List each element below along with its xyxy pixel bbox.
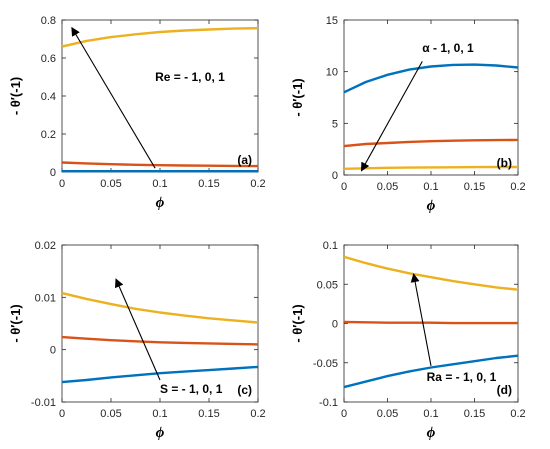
- y-axis-label-c: - θ′(-1): [8, 304, 23, 342]
- annotation-arrow-c: [115, 278, 161, 381]
- y-tick-label-a: 0.4: [41, 91, 56, 103]
- y-tick-label-a: 0.8: [41, 15, 56, 27]
- x-tick-label-d: 0: [341, 408, 347, 420]
- series-line-c-1: [61, 365, 259, 384]
- x-tick-label-a: 0.1: [152, 178, 167, 190]
- annotation-arrow-b: [360, 61, 423, 172]
- series-line-b-2: [343, 138, 519, 148]
- x-tick-label-c: 0: [59, 408, 65, 420]
- x-tick-label-a: 0: [59, 178, 65, 190]
- series-line-d-2: [343, 320, 518, 325]
- x-axis-label-c: ϕ: [156, 425, 165, 441]
- x-axis-label-a: ϕ: [156, 195, 165, 211]
- x-tick-label-b: 0.2: [510, 181, 525, 193]
- x-tick-label-c: 0.2: [250, 408, 265, 420]
- x-tick-label-d: 0.1: [423, 408, 438, 420]
- y-tick-label-a: 0.2: [41, 129, 56, 141]
- x-axis-label-d: ϕ: [427, 425, 436, 441]
- panel-a: 0 0.05 0.1 0.15 0.2 0 0.2 0.4 0.6 0.8 ϕ - θ′(-1) Re …: [8, 15, 266, 211]
- y-tick-label-b: 10: [326, 67, 338, 79]
- annotation-arrow-d: [410, 273, 432, 366]
- x-axis-label-b: ϕ: [427, 198, 436, 214]
- panel-label-a: (a): [237, 153, 252, 167]
- y-tick-label-d: 0.05: [317, 279, 338, 291]
- x-tick-label-c: 0.1: [152, 408, 167, 420]
- x-tick-label-a: 0.15: [198, 178, 219, 190]
- series-line-d-1: [343, 354, 519, 389]
- panel-label-c: (c): [237, 383, 252, 397]
- y-tick-label-c: 0.02: [35, 240, 56, 252]
- series-line-b-3: [343, 165, 518, 170]
- x-tick-label-c: 0.15: [198, 408, 219, 420]
- panel-label-b: (b): [497, 156, 512, 170]
- series-line-c-2: [61, 335, 259, 346]
- x-tick-label-b: 0.05: [377, 181, 398, 193]
- series-line-c-3: [61, 291, 259, 324]
- y-tick-label-c: -0.01: [31, 397, 56, 409]
- series-line-d-3: [343, 255, 519, 291]
- y-tick-label-d: 0: [332, 319, 338, 331]
- y-tick-label-d: 0.1: [323, 240, 338, 252]
- y-tick-label-d: -0.05: [313, 358, 338, 370]
- panel-label-d: (d): [497, 383, 512, 397]
- series-line-a-2: [61, 161, 259, 168]
- y-tick-label-b: 5: [332, 118, 338, 130]
- annotation-label-b: α - 1, 0, 1: [422, 41, 474, 55]
- series-line-b-1: [343, 63, 519, 94]
- x-tick-label-b: 0.1: [423, 181, 438, 193]
- annotation-label-a: Re = - 1, 0, 1: [155, 70, 225, 84]
- x-tick-label-b: 0: [341, 181, 347, 193]
- y-axis-label-b: - θ′(-1): [290, 78, 305, 116]
- x-tick-label-d: 0.15: [464, 408, 485, 420]
- plot-area-a: [61, 19, 259, 173]
- y-axis-label-a: - θ′(-1): [8, 77, 23, 115]
- y-tick-label-d: -0.1: [319, 397, 338, 409]
- plot-area-c: [61, 244, 259, 403]
- x-tick-label-a: 0.05: [100, 178, 121, 190]
- y-tick-label-b: 15: [326, 15, 338, 27]
- annotation-label-d: Ra = - 1, 0, 1: [427, 370, 497, 384]
- x-tick-label-b: 0.15: [464, 181, 485, 193]
- y-tick-label-a: 0: [50, 167, 56, 179]
- panel-b: 0 0.05 0.1 0.15 0.2 0 5 10 15 ϕ - θ′(-1) α - 1, 0, …: [290, 15, 526, 214]
- x-tick-label-c: 0.05: [100, 408, 121, 420]
- y-tick-label-c: 0: [50, 345, 56, 357]
- y-axis-label-d: - θ′(-1): [290, 304, 305, 342]
- x-tick-label-a: 0.2: [250, 178, 265, 190]
- annotation-label-c: S = - 1, 0, 1: [160, 382, 223, 396]
- y-tick-label-c: 0.01: [35, 292, 56, 304]
- annotation-arrow-a: [71, 26, 156, 169]
- series-line-a-3: [61, 27, 259, 48]
- panel-d: 0 0.05 0.1 0.15 0.2 -0.1 -0.05 0 0.05 0.1 ϕ - θ′(-1…: [290, 240, 526, 441]
- y-tick-label-b: 0: [332, 170, 338, 182]
- x-tick-label-d: 0.2: [510, 408, 525, 420]
- y-tick-label-a: 0.6: [41, 53, 56, 65]
- x-tick-label-d: 0.05: [377, 408, 398, 420]
